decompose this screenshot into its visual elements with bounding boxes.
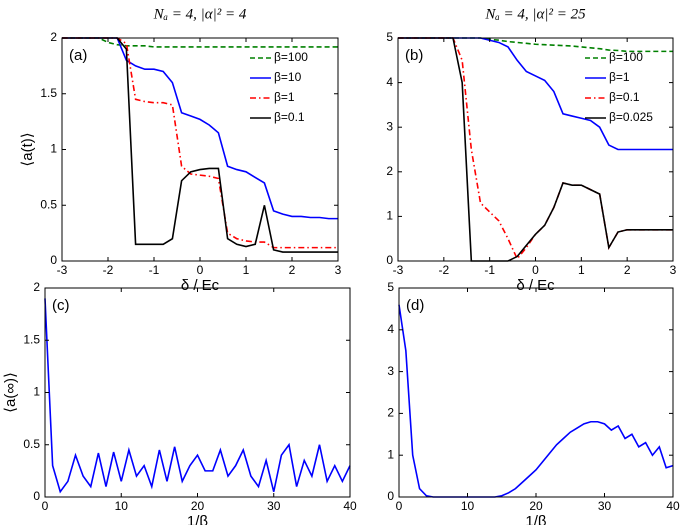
x-tick-label: 0 xyxy=(396,499,403,513)
x-tick-label: 3 xyxy=(335,263,342,277)
x-tick-label: 1 xyxy=(578,263,585,277)
y-tick-label: 0 xyxy=(33,489,40,503)
x-tick-label: -3 xyxy=(393,263,404,277)
legend-label: β=0.025 xyxy=(609,110,653,124)
legend-label: β=0.1 xyxy=(274,110,305,124)
x-tick-label: -3 xyxy=(57,263,68,277)
panel-label: (b) xyxy=(405,47,423,64)
x-tick-label: 2 xyxy=(289,263,296,277)
data-line xyxy=(44,298,351,494)
y-tick-label: 1 xyxy=(33,385,40,399)
x-tick-label: -2 xyxy=(438,263,449,277)
x-axis-label: δ / Ec xyxy=(516,277,555,294)
x-tick-label: -1 xyxy=(149,263,160,277)
x-tick-label: 0 xyxy=(197,263,204,277)
axes-frame xyxy=(398,287,674,498)
x-axis-label: δ / Ec xyxy=(181,277,220,294)
y-tick-label: 0.5 xyxy=(23,437,40,451)
legend-label: β=10 xyxy=(274,70,302,84)
legend-label: β=1 xyxy=(609,70,630,84)
y-tick-label: 2 xyxy=(50,30,57,44)
data-line xyxy=(398,304,674,498)
x-tick-label: -2 xyxy=(103,263,114,277)
y-tick-label: 1.5 xyxy=(40,86,57,100)
y-tick-label: 5 xyxy=(387,280,394,294)
y-tick-label: 1.5 xyxy=(23,332,40,346)
y-tick-label: 3 xyxy=(387,364,394,378)
y-tick-label: 1 xyxy=(50,142,57,156)
x-tick-label: 20 xyxy=(529,499,543,513)
data-line xyxy=(398,37,673,53)
panel-label: (a) xyxy=(69,47,87,64)
data-line xyxy=(398,37,673,261)
y-axis-label: ⟨a(t)⟩ xyxy=(19,132,36,166)
y-tick-label: 1 xyxy=(386,209,393,223)
y-tick-label: 4 xyxy=(386,75,393,89)
chart-title: Nₐ = 4, |α|² = 4 xyxy=(153,6,247,22)
x-tick-label: 10 xyxy=(115,499,129,513)
legend-label: β=100 xyxy=(609,50,643,64)
y-tick-label: 2 xyxy=(386,164,393,178)
x-tick-label: 3 xyxy=(670,263,677,277)
y-tick-label: 2 xyxy=(33,280,40,294)
y-tick-label: 3 xyxy=(386,119,393,133)
y-tick-label: 2 xyxy=(387,406,394,420)
x-tick-label: 30 xyxy=(267,499,281,513)
x-tick-label: 10 xyxy=(461,499,475,513)
x-tick-label: -1 xyxy=(484,263,495,277)
x-tick-label: 0 xyxy=(532,263,539,277)
y-tick-label: 0.5 xyxy=(40,197,57,211)
legend-label: β=1 xyxy=(274,90,295,104)
y-axis-label: ⟨a(∞)⟩ xyxy=(2,372,19,413)
x-tick-label: 30 xyxy=(598,499,612,513)
y-tick-label: 1 xyxy=(387,447,394,461)
legend-label: β=0.1 xyxy=(609,90,640,104)
panel-label: (d) xyxy=(406,297,424,314)
data-line xyxy=(62,37,338,220)
y-tick-label: 0 xyxy=(50,253,57,267)
x-tick-label: 2 xyxy=(624,263,631,277)
y-tick-label: 0 xyxy=(386,253,393,267)
y-tick-label: 0 xyxy=(387,489,394,503)
x-tick-label: 40 xyxy=(666,499,680,513)
panel-label: (c) xyxy=(52,297,70,314)
x-tick-label: 40 xyxy=(343,499,357,513)
data-line xyxy=(62,37,338,48)
x-tick-label: 1 xyxy=(243,263,250,277)
chart-title: Nₐ = 4, |α|² = 25 xyxy=(484,6,586,22)
x-tick-label: 0 xyxy=(42,499,49,513)
x-axis-label: 1/β xyxy=(525,513,547,525)
y-tick-label: 5 xyxy=(386,30,393,44)
legend-label: β=100 xyxy=(274,50,308,64)
y-tick-label: 4 xyxy=(387,322,394,336)
axes-frame xyxy=(44,287,351,498)
x-tick-label: 20 xyxy=(191,499,205,513)
x-axis-label: 1/β xyxy=(187,513,209,525)
